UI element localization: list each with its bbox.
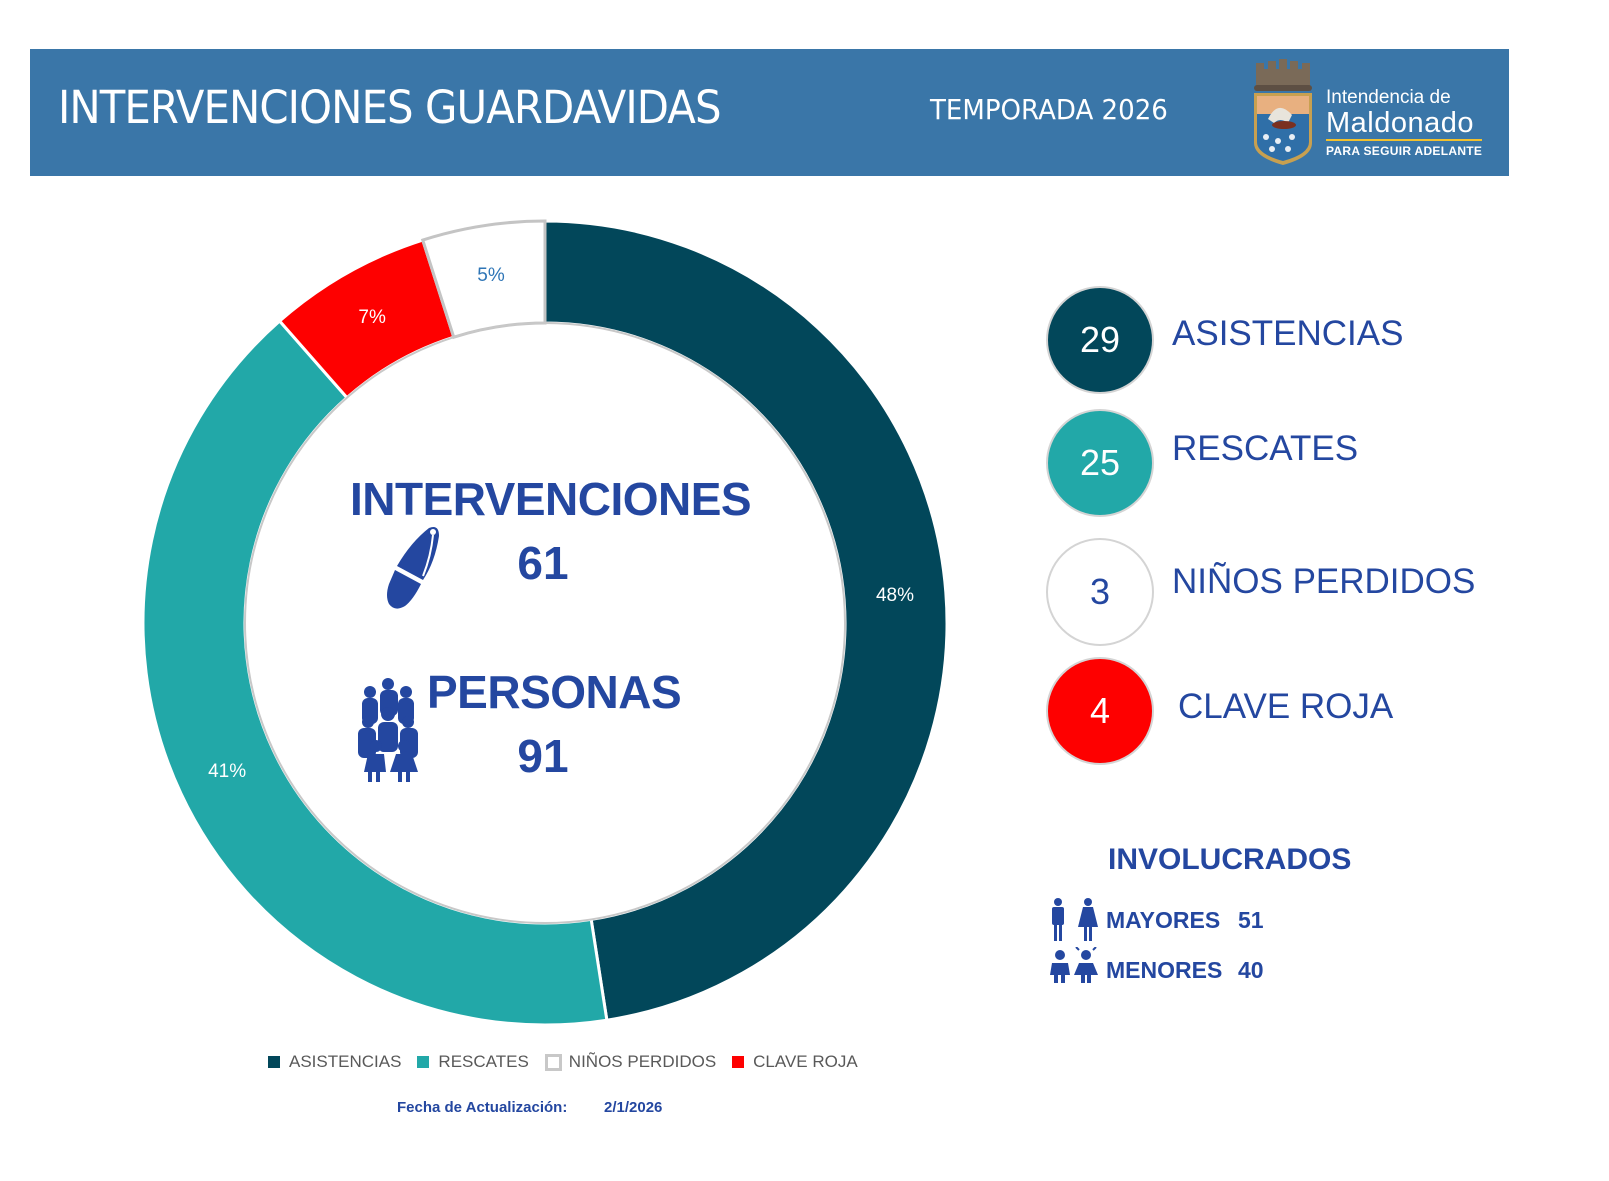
legend-item-rescates: RESCATES xyxy=(417,1052,529,1072)
update-date-label: Fecha de Actualización: xyxy=(397,1099,568,1116)
legend-label: ASISTENCIAS xyxy=(289,1052,402,1071)
ninos-perdidos-label: NIÑOS PERDIDOS xyxy=(1172,562,1476,601)
involucrados-title: INVOLUCRADOS xyxy=(1108,843,1352,876)
intendencia-logo: Intendencia de Maldonado PARA SEGUIR ADE… xyxy=(1248,57,1498,169)
logo-tagline: PARA SEGUIR ADELANTE xyxy=(1326,144,1483,158)
involucrados-row-mayores: MAYORES 51 xyxy=(1048,897,1348,947)
legend-label: NIÑOS PERDIDOS xyxy=(568,1052,717,1071)
clave-roja-count: 4 xyxy=(1046,657,1154,765)
rescates-count: 25 xyxy=(1046,409,1154,517)
donut-inner-edge xyxy=(244,322,846,924)
page-title: INTERVENCIONES GUARDAVIDAS xyxy=(58,81,722,134)
mayores-label: MAYORES xyxy=(1106,907,1221,933)
coat-of-arms-icon xyxy=(1254,59,1312,165)
donut-slice-asistencias xyxy=(543,219,949,1022)
legend-item-ninos-perdidos: NIÑOS PERDIDOS xyxy=(544,1052,717,1072)
legend-swatch-asistencias xyxy=(268,1056,280,1068)
season-subtitle: TEMPORADA 2026 xyxy=(930,93,1168,126)
intervenciones-label: INTERVENCIONES xyxy=(350,473,752,525)
legend-swatch-clave-roja xyxy=(732,1056,745,1068)
slice-label-asistencias: 48% xyxy=(875,584,914,606)
stat-asistencias: 29 ASISTENCIAS xyxy=(1046,286,1516,394)
menores-label: MENORES xyxy=(1106,957,1223,983)
logo-divider xyxy=(1326,139,1482,141)
legend-swatch-rescates xyxy=(417,1056,430,1068)
asistencias-count: 29 xyxy=(1046,286,1154,394)
children-icon xyxy=(1050,947,1098,983)
asistencias-label: ASISTENCIAS xyxy=(1172,314,1404,353)
clave-roja-label: CLAVE ROJA xyxy=(1178,687,1394,726)
intervenciones-value: 61 xyxy=(517,537,569,589)
ninos-perdidos-count: 3 xyxy=(1046,538,1154,646)
rescue-buoy-icon xyxy=(387,527,439,609)
stat-clave-roja: 4 CLAVE ROJA xyxy=(1046,657,1516,765)
logo-line-1: Intendencia de xyxy=(1326,87,1451,108)
slice-label-clave-roja: 7% xyxy=(358,306,386,328)
slice-label-rescates: 41% xyxy=(208,760,247,782)
legend-item-asistencias: ASISTENCIAS xyxy=(268,1052,401,1072)
personas-label: PERSONAS xyxy=(427,666,682,718)
adults-icon xyxy=(1052,898,1098,941)
mayores-value: 51 xyxy=(1238,907,1264,933)
rescates-label: RESCATES xyxy=(1172,429,1359,468)
stat-rescates: 25 RESCATES xyxy=(1046,409,1516,517)
personas-value: 91 xyxy=(517,730,569,782)
stat-ninos-perdidos: 3 NIÑOS PERDIDOS xyxy=(1046,538,1516,646)
legend-label: RESCATES xyxy=(438,1052,529,1071)
chart-legend: ASISTENCIAS RESCATES NIÑOS PERDIDOS CLAV… xyxy=(268,1052,874,1072)
logo-line-2: Maldonado xyxy=(1326,107,1474,139)
people-group-icon xyxy=(358,678,418,782)
slice-label-ninos-perdidos: 5% xyxy=(477,265,505,287)
menores-value: 40 xyxy=(1238,957,1264,983)
legend-item-clave-roja: CLAVE ROJA xyxy=(732,1052,858,1072)
header-banner: INTERVENCIONES GUARDAVIDAS TEMPORADA 202… xyxy=(30,49,1509,176)
legend-swatch-ninos-perdidos xyxy=(544,1053,562,1071)
involucrados-row-menores: MENORES 40 xyxy=(1048,947,1348,997)
legend-label: CLAVE ROJA xyxy=(753,1052,858,1071)
update-date-value: 2/1/2026 xyxy=(604,1099,663,1116)
donut-chart xyxy=(141,219,949,1027)
